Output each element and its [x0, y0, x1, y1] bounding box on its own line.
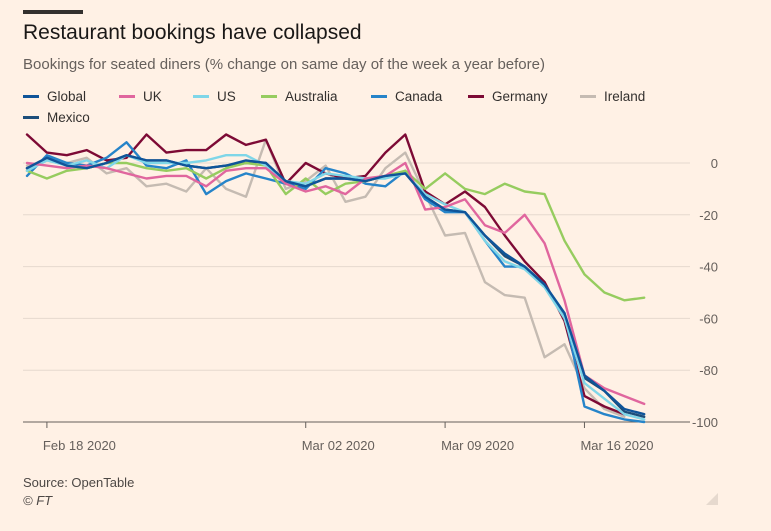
chart-legend: Global UK US Australia Canada Germany Ireland M… [23, 87, 723, 131]
legend-swatch [371, 94, 387, 98]
legend-item-canada: Canada [371, 87, 442, 105]
legend-label: Germany [492, 88, 548, 104]
x-tick-label: Mar 16 2020 [580, 438, 653, 453]
chart-subtitle: Bookings for seated diners (% change on … [23, 56, 545, 73]
legend-label: Ireland [604, 88, 646, 104]
legend-label: US [217, 88, 236, 104]
legend-item-uk: UK [119, 87, 162, 105]
legend-item-global: Global [23, 87, 86, 105]
series-line-ireland [25, 138, 626, 418]
series-line-uk [25, 161, 646, 406]
legend-label: Canada [395, 88, 443, 104]
series-line-us [25, 154, 646, 421]
legend-label: Global [47, 88, 87, 104]
series-line-global [25, 154, 646, 416]
legend-label: Mexico [47, 109, 90, 125]
series-line-australia [25, 161, 646, 302]
x-tick-label: Feb 18 2020 [43, 438, 116, 453]
legend-swatch [119, 94, 135, 98]
legend-item-mexico: Mexico [23, 108, 90, 126]
legend-swatch [580, 94, 596, 98]
y-tick-label: -40 [699, 260, 718, 275]
copyright-note: © FT [23, 493, 53, 508]
legend-swatch [23, 94, 39, 98]
header-rule [23, 10, 83, 14]
legend-item-us: US [193, 87, 236, 105]
source-note: Source: OpenTable [23, 475, 135, 490]
y-tick-label: -100 [692, 415, 718, 430]
legend-swatch [261, 94, 277, 98]
y-tick-label: -20 [699, 208, 718, 223]
legend-swatch [468, 94, 484, 98]
legend-label: Australia [285, 88, 338, 104]
x-tick-label: Mar 02 2020 [302, 438, 375, 453]
y-tick-label: -60 [699, 311, 718, 326]
legend-item-ireland: Ireland [580, 87, 645, 105]
legend-swatch [193, 94, 209, 98]
x-tick-label: Mar 09 2020 [441, 438, 514, 453]
legend-swatch [23, 115, 39, 119]
legend-label: UK [143, 88, 162, 104]
chart-title: Restaurant bookings have collapsed [23, 21, 362, 44]
series-line-mexico [25, 154, 646, 418]
y-tick-label: -80 [699, 363, 718, 378]
resize-icon [706, 493, 718, 505]
line-chart: 0 -20 -40 -60 -80 -100 Feb 18 2020 Mar 02 2020 M… [23, 133, 718, 453]
legend-item-australia: Australia [261, 87, 338, 105]
legend-item-germany: Germany [468, 87, 548, 105]
y-tick-label: 0 [711, 156, 718, 171]
